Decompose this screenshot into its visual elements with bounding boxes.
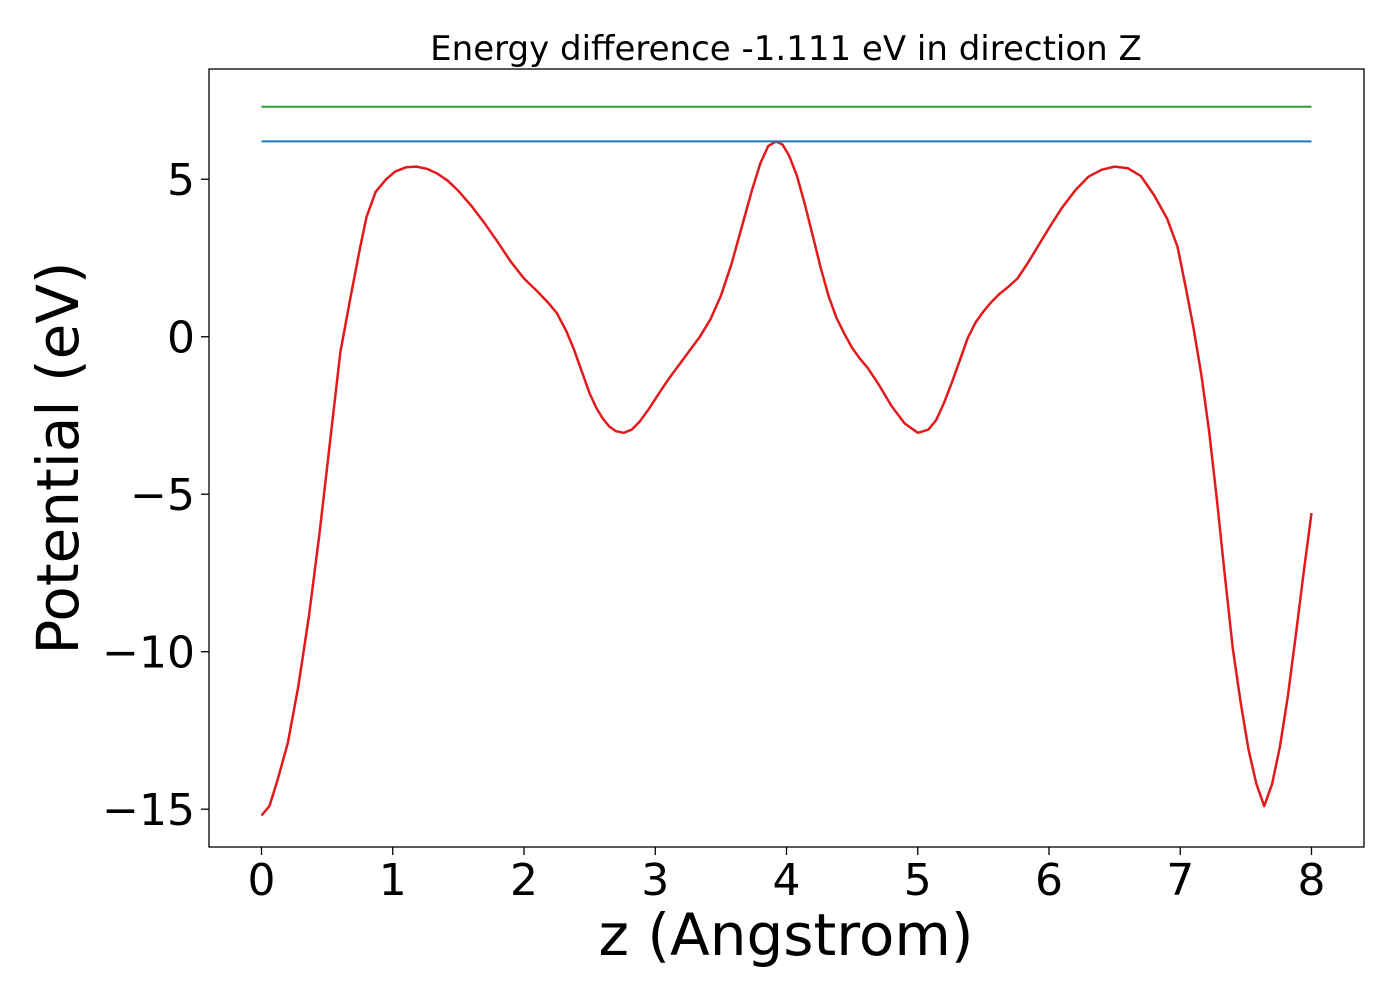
x-tick-label: 1 bbox=[379, 855, 407, 906]
potential-curve bbox=[260, 140, 1313, 817]
x-tick-label: 5 bbox=[904, 855, 932, 906]
y-tick-label: −5 bbox=[130, 470, 195, 521]
x-tick-label: 4 bbox=[773, 855, 801, 906]
y-tick-label: 0 bbox=[167, 313, 195, 364]
x-tick-label: 3 bbox=[641, 855, 669, 906]
y-axis-label: Potential (eV) bbox=[24, 261, 92, 654]
y-tick-label: 5 bbox=[167, 155, 195, 206]
chart-title: Energy difference -1.111 eV in direction… bbox=[430, 29, 1142, 69]
y-axis-ticks: −15 −10 −5 0 5 bbox=[102, 155, 209, 836]
plot-area bbox=[260, 105, 1313, 817]
x-tick-label: 8 bbox=[1298, 855, 1326, 906]
y-tick-label: −15 bbox=[102, 785, 195, 836]
x-tick-label: 6 bbox=[1035, 855, 1063, 906]
y-tick-label: −10 bbox=[102, 628, 195, 679]
x-axis-label: z (Angstrom) bbox=[599, 901, 974, 969]
x-tick-label: 0 bbox=[248, 855, 276, 906]
x-tick-label: 2 bbox=[510, 855, 538, 906]
x-tick-label: 7 bbox=[1166, 855, 1194, 906]
x-axis-ticks: 0 1 2 3 4 5 6 7 8 bbox=[248, 847, 1326, 906]
